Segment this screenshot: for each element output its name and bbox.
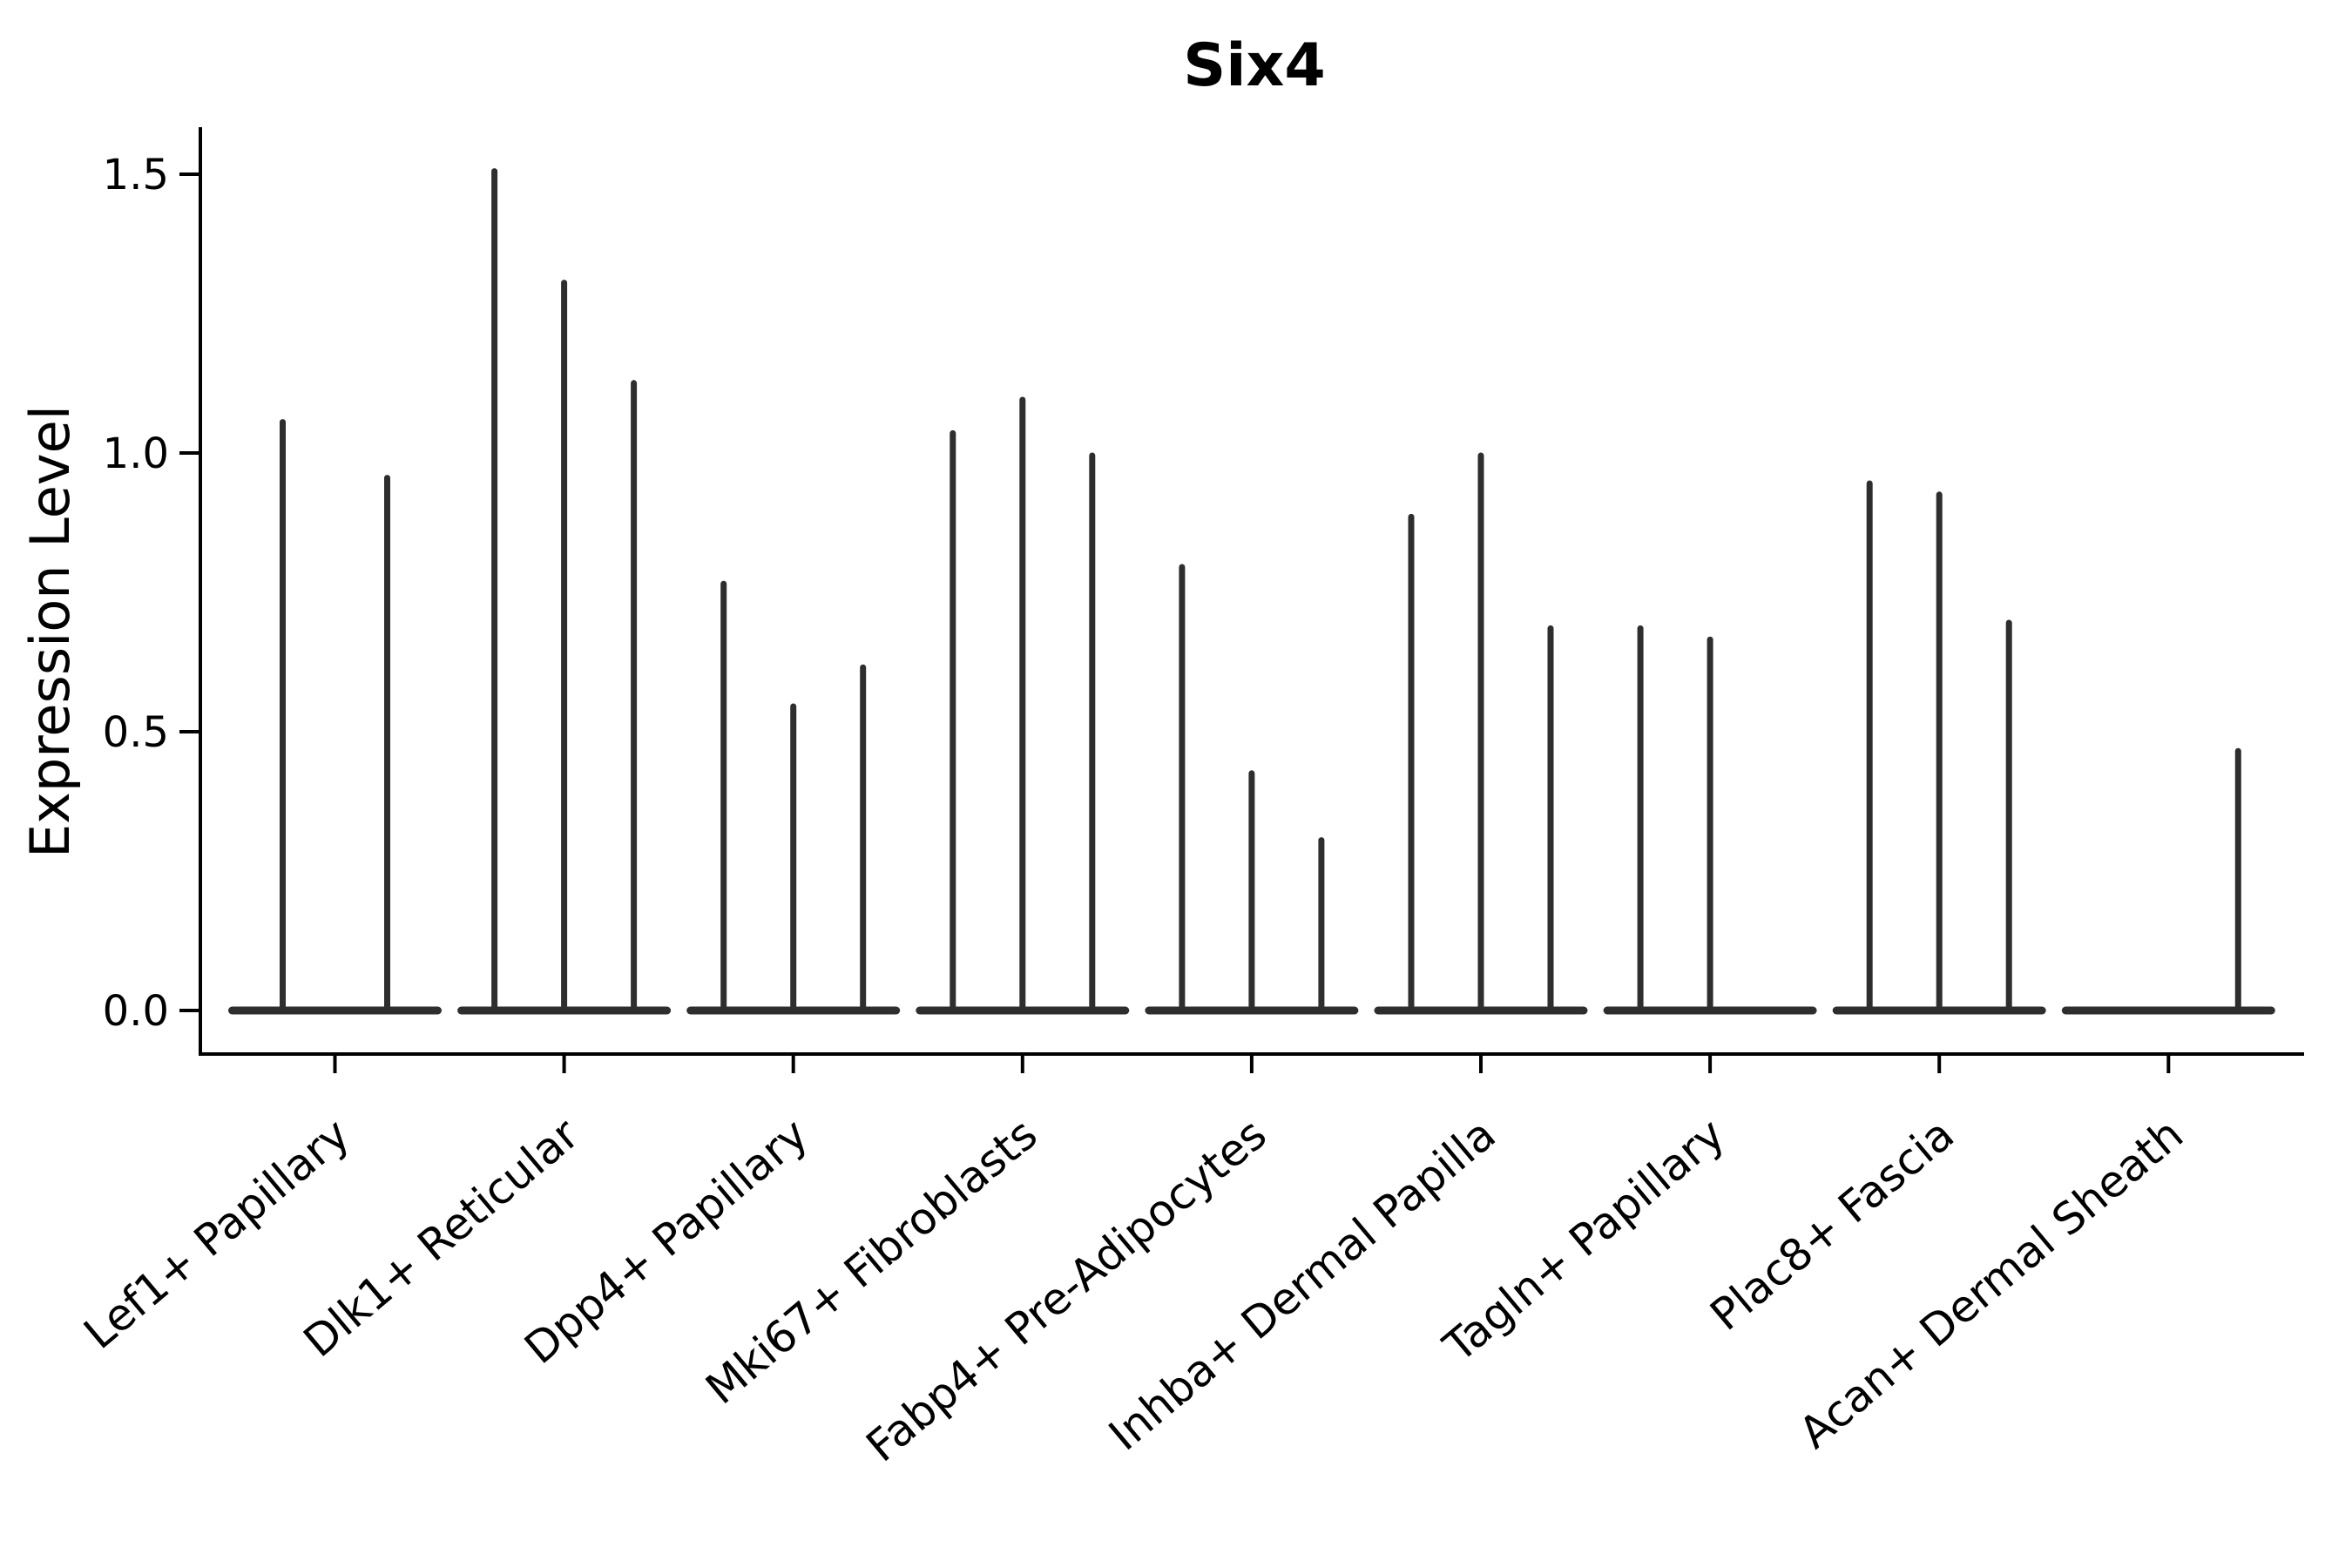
chart-title: Six4 <box>1183 31 1326 100</box>
x-tick-label: Plac8+ Fascia <box>1701 1109 1963 1341</box>
y-tick-label: 0.0 <box>103 987 169 1036</box>
x-tick-label: Fabp4+ Pre-Adipocytes <box>857 1109 1276 1472</box>
x-tick-label: Acan+ Dermal Sheath <box>1789 1109 2193 1458</box>
y-tick-label: 0.5 <box>103 708 169 757</box>
x-tick-label: Inhba+ Dermal Papilla <box>1099 1109 1504 1461</box>
y-axis-label: Expression Level <box>18 405 82 858</box>
y-tick-label: 1.0 <box>103 429 169 478</box>
y-tick-label: 1.5 <box>103 151 169 199</box>
